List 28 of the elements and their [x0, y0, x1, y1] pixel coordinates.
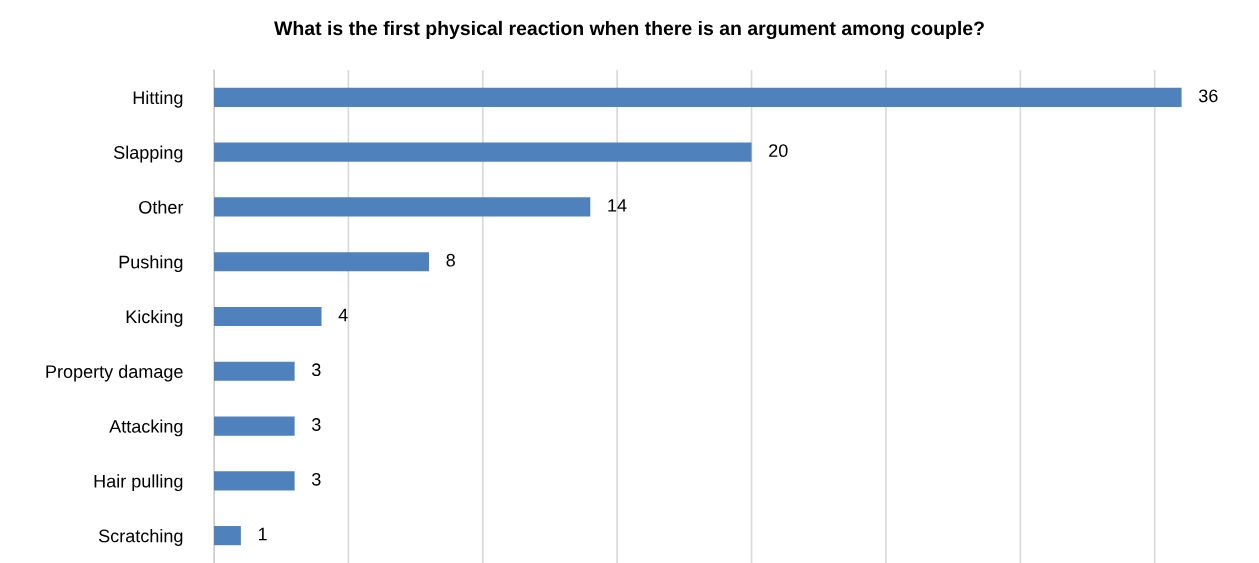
data-label: 14: [608, 199, 627, 212]
y-tick-label: Other: [139, 200, 184, 214]
y-tick-label: Attacking: [109, 419, 183, 437]
data-label: 36: [1198, 89, 1218, 103]
y-tick-label: Hair pulling: [94, 474, 183, 492]
chart-title: What is the first physical reaction when there is an argument among couple?: [274, 20, 984, 40]
bar: [214, 197, 591, 217]
y-tick-label: Hitting: [133, 90, 183, 108]
bar: [214, 252, 430, 272]
data-label: 3: [311, 363, 321, 377]
y-tick-label: Scratching: [98, 529, 183, 546]
bar: [214, 361, 295, 381]
y-tick-label: Kicking: [126, 309, 183, 327]
bar: [214, 87, 1182, 107]
y-tick-label: Pushing: [119, 255, 183, 273]
data-label: 3: [311, 472, 321, 486]
y-tick-label: Property damage: [46, 364, 183, 382]
bar: [214, 142, 752, 162]
y-tick-label: Slapping: [114, 145, 183, 163]
data-label: 3: [311, 418, 321, 431]
data-label: 1: [258, 527, 267, 541]
data-label: 20: [769, 144, 788, 158]
bar: [214, 471, 295, 491]
data-label: 8: [446, 253, 455, 267]
bar: [214, 306, 322, 327]
bar: [214, 416, 295, 436]
data-label: 4: [338, 308, 348, 322]
bar: [214, 526, 241, 546]
